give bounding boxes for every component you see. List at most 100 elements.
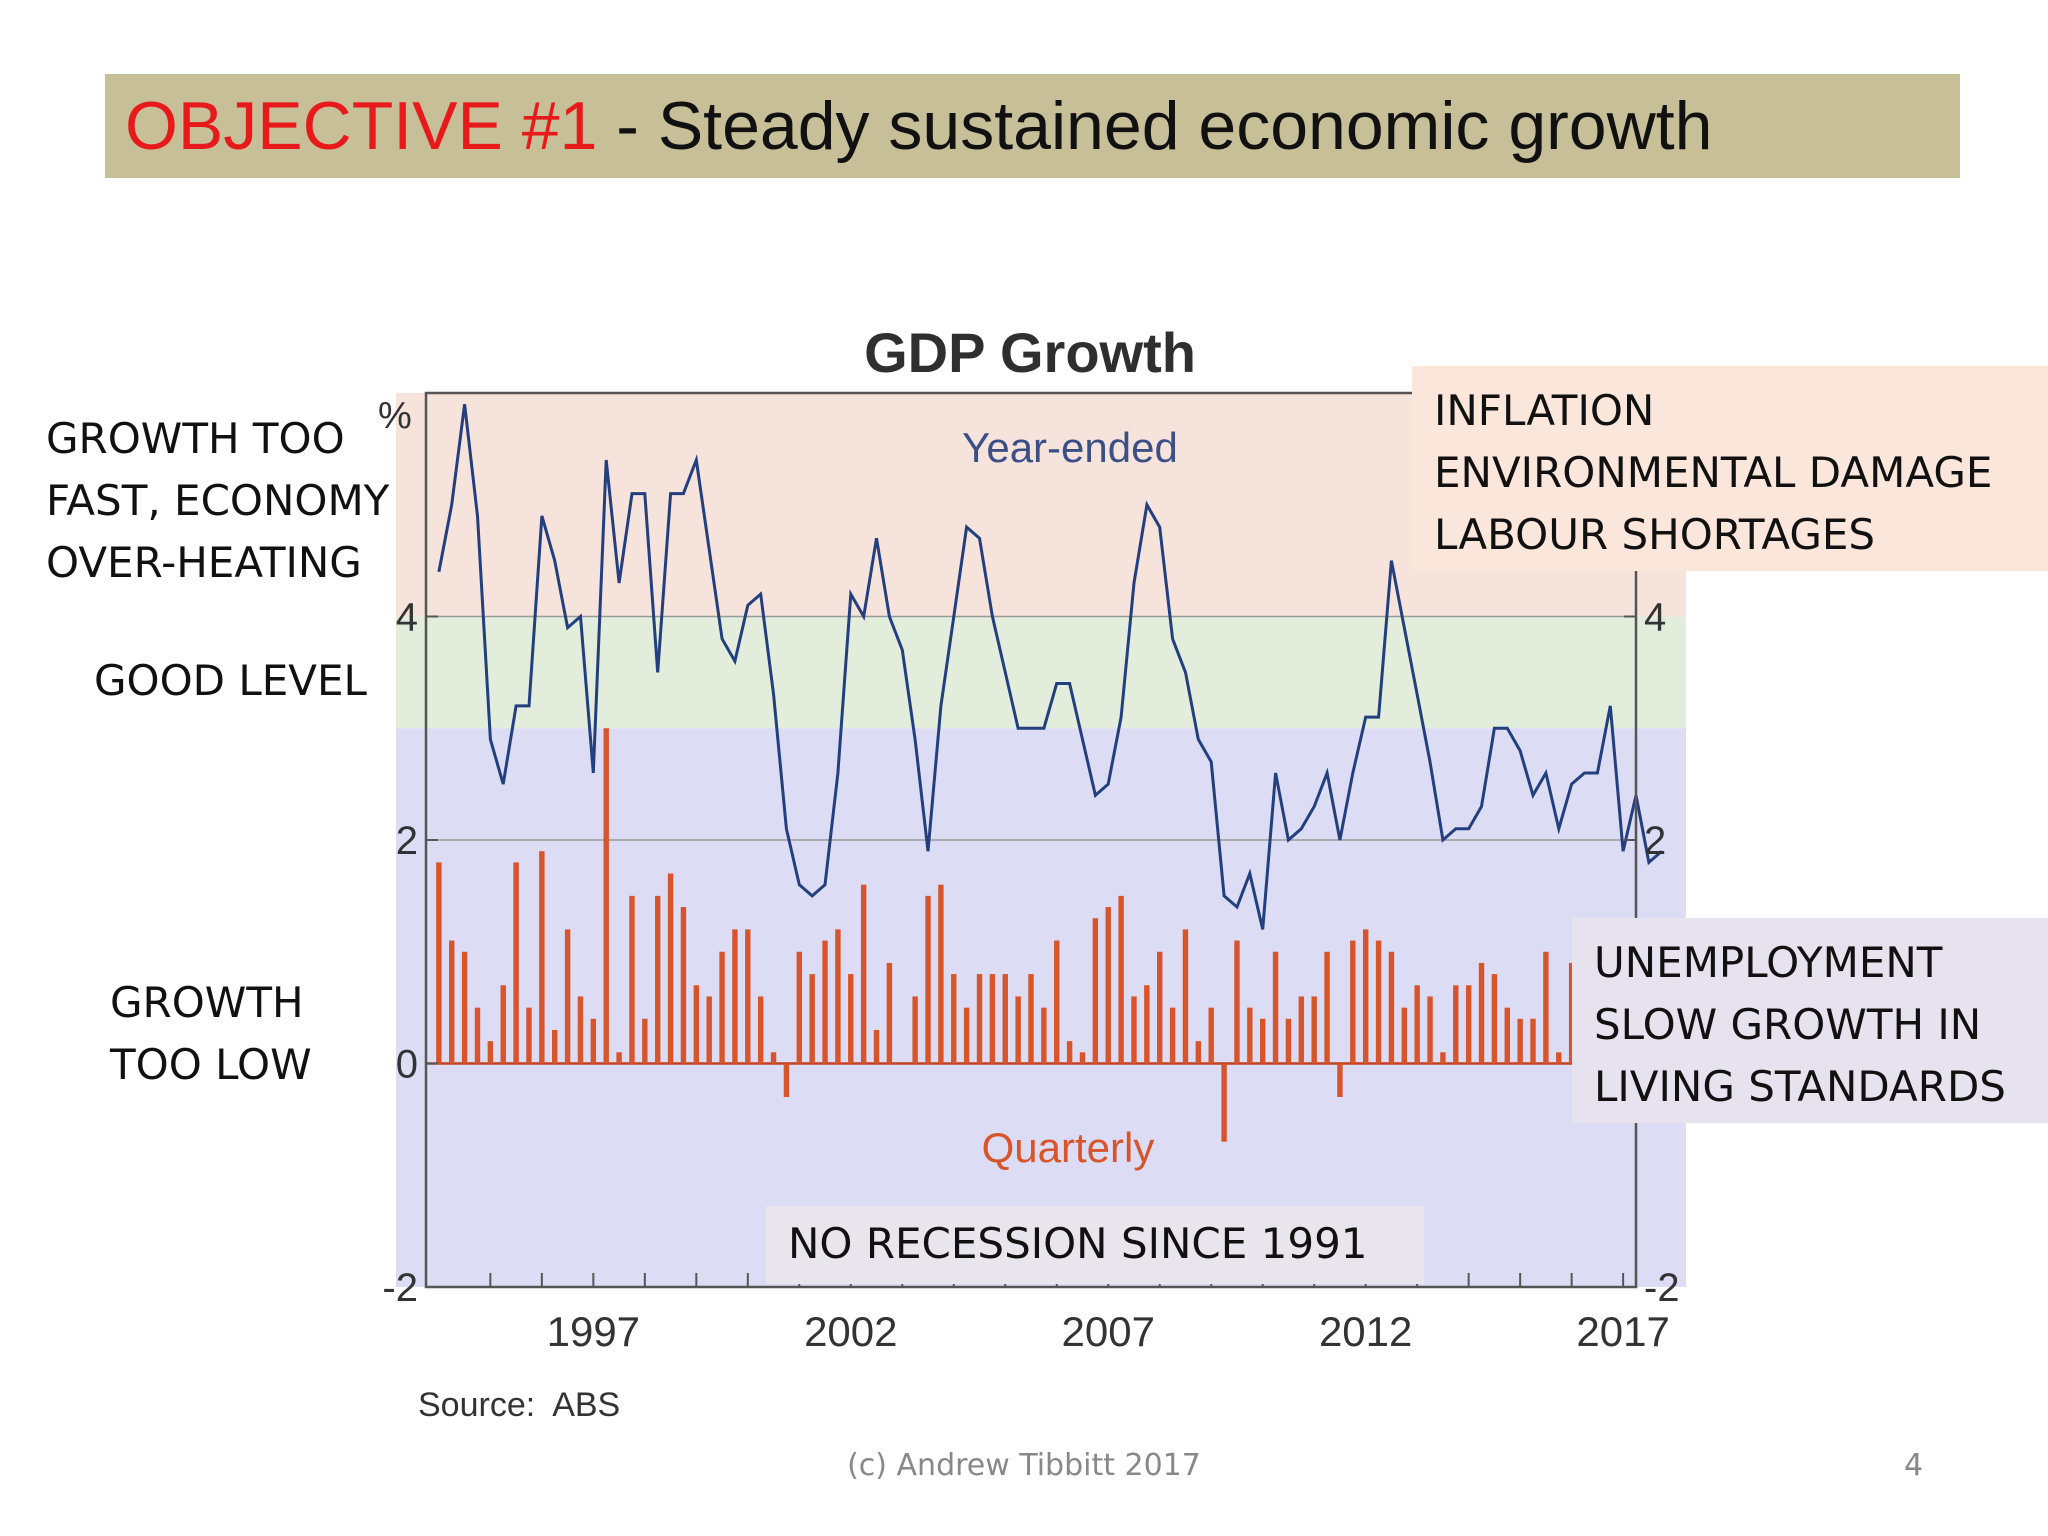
quarterly-bar xyxy=(526,1007,532,1064)
quarterly-bar xyxy=(1568,962,1575,1064)
quarterly-bar xyxy=(1272,951,1279,1064)
quarterly-bar xyxy=(629,895,635,1064)
slide-title-accent: OBJECTIVE #1 xyxy=(125,88,598,164)
quarterly-bar xyxy=(886,962,893,1064)
y-tick-label-right: -2 xyxy=(1644,1266,1680,1310)
quarterly-bar xyxy=(1234,940,1240,1064)
quarterly-bar xyxy=(860,884,867,1064)
no-recession-note: NO RECESSION SINCE 1991 xyxy=(766,1206,1424,1284)
footer-credit: (c) Andrew Tibbitt 2017 xyxy=(847,1448,1201,1483)
quarterly-bar xyxy=(783,1063,790,1098)
quarterly-bar xyxy=(719,951,725,1064)
quarterly-bar xyxy=(1324,951,1330,1064)
y-tick-label: -2 xyxy=(382,1266,418,1310)
quarterly-bar xyxy=(693,985,700,1064)
quarterly-bar xyxy=(1350,940,1356,1064)
x-tick-label: 2002 xyxy=(804,1308,897,1355)
x-tick-label: 2012 xyxy=(1319,1308,1412,1355)
quarterly-bar xyxy=(1041,1007,1047,1064)
risks-high-growth-box: INFLATION ENVIRONMENTAL DAMAGE LABOUR SH… xyxy=(1412,366,2048,571)
quarterly-bar xyxy=(822,940,828,1064)
quarterly-bar xyxy=(745,929,751,1064)
quarterly-bar xyxy=(1157,951,1163,1064)
quarterly-bar xyxy=(1453,985,1459,1064)
quarterly-bar xyxy=(848,974,854,1064)
quarterly-bar xyxy=(539,851,545,1064)
quarterly-bar xyxy=(513,862,519,1064)
quarterly-bar xyxy=(1092,918,1099,1064)
quarterly-bar xyxy=(590,1018,597,1064)
quarterly-bar xyxy=(1401,1007,1408,1064)
quarterly-bar xyxy=(1028,974,1034,1064)
quarterly-bar xyxy=(603,728,609,1064)
x-tick-label: 2017 xyxy=(1576,1308,1669,1355)
label-growth-too-low: GROWTH TOO LOW xyxy=(110,978,312,1089)
quarterly-bar xyxy=(1298,996,1305,1064)
quarterly-bar xyxy=(1066,1041,1073,1064)
quarterly-bar xyxy=(1388,951,1395,1064)
quarterly-bar xyxy=(1015,996,1021,1064)
quarterly-bar xyxy=(976,974,983,1064)
quarterly-bar xyxy=(654,895,661,1064)
y-tick-label: 2 xyxy=(396,819,418,863)
quarterly-bar xyxy=(1054,940,1060,1064)
quarterly-bar xyxy=(938,884,944,1064)
quarterly-bar xyxy=(1478,962,1485,1064)
x-tick-label: 1997 xyxy=(547,1308,640,1355)
quarterly-bar xyxy=(1259,1018,1266,1064)
quarterly-bar xyxy=(500,985,506,1064)
quarterly-bar xyxy=(757,996,764,1064)
y-tick-label-right: 2 xyxy=(1644,819,1666,863)
quarterly-bar xyxy=(564,929,571,1064)
quarterly-bar xyxy=(642,1018,648,1064)
quarterly-bar xyxy=(835,929,841,1064)
quarterly-bar xyxy=(1208,1007,1214,1064)
risks-low-growth-box: UNEMPLOYMENT SLOW GROWTH IN LIVING STAND… xyxy=(1572,918,2048,1123)
quarterly-bar xyxy=(796,951,803,1064)
quarterly-bar xyxy=(616,1052,622,1064)
quarterly-bar xyxy=(449,940,455,1064)
label-growth-too-fast: GROWTH TOO FAST, ECONOMY OVER-HEATING xyxy=(46,414,390,587)
quarterly-bar xyxy=(1556,1052,1562,1064)
quarterly-bar xyxy=(951,974,957,1064)
quarterly-bar xyxy=(1311,996,1317,1064)
slide-title-rest: - Steady sustained economic growth xyxy=(597,88,1713,164)
quarterly-bar xyxy=(1517,1018,1523,1064)
quarterly-bar xyxy=(680,907,687,1064)
source-label: Source: ABS xyxy=(418,1386,620,1424)
quarterly-bar xyxy=(989,974,996,1064)
quarterly-bar xyxy=(1079,1052,1086,1064)
quarterly-bar xyxy=(873,1029,880,1064)
quarterly-bar xyxy=(1285,1018,1292,1064)
quarterly-bar xyxy=(1247,1007,1253,1064)
chart-title: GDP Growth xyxy=(864,321,1196,384)
chart-frame xyxy=(424,391,1638,1289)
quarterly-bar xyxy=(1530,1018,1536,1064)
quarterly-bar xyxy=(1105,907,1111,1064)
quarterly-bar xyxy=(487,1041,494,1064)
x-tick-label: 2007 xyxy=(1062,1308,1155,1355)
quarterly-bar xyxy=(436,862,442,1064)
quarterly-bar xyxy=(1169,1007,1176,1064)
quarterly-bar xyxy=(770,1052,777,1064)
quarterly-bar xyxy=(1182,929,1189,1064)
quarterly-bar xyxy=(1543,951,1549,1064)
quarterly-bar xyxy=(577,996,584,1064)
unit-label: % xyxy=(378,395,412,437)
year-ended-line xyxy=(437,404,1663,930)
quarterly-bar xyxy=(706,996,712,1064)
quarterly-bar xyxy=(1118,895,1124,1064)
y-tick-label-right: 4 xyxy=(1644,596,1666,640)
quarterly-bar xyxy=(552,1029,558,1064)
header-band: OBJECTIVE #1 - Steady sustained economic… xyxy=(105,74,1960,178)
y-tick-label: 4 xyxy=(396,596,418,640)
quarterly-bar xyxy=(963,1007,970,1064)
series-label-year-ended: Year-ended xyxy=(962,424,1178,471)
y-tick-label: 0 xyxy=(396,1043,418,1087)
quarterly-bar xyxy=(925,895,931,1064)
quarterly-bar xyxy=(1002,974,1008,1064)
label-good-level: GOOD LEVEL xyxy=(94,656,367,705)
slide-title: OBJECTIVE #1 - Steady sustained economic… xyxy=(125,88,1712,164)
quarterly-bar xyxy=(1427,996,1433,1064)
quarterly-bar xyxy=(1195,1041,1202,1064)
